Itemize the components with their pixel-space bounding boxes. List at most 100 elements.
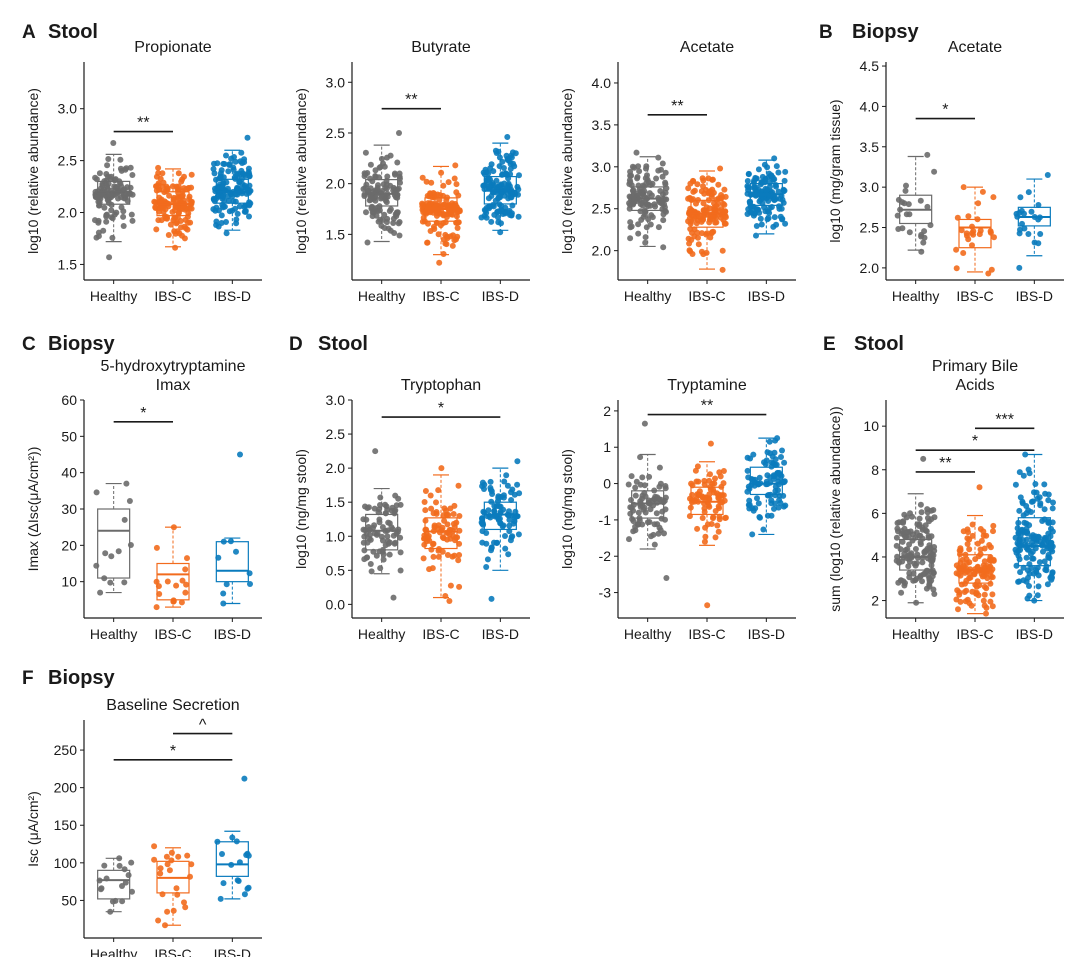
data-point bbox=[983, 610, 989, 617]
data-point bbox=[925, 534, 932, 541]
data-point bbox=[627, 179, 634, 186]
box-healthy bbox=[894, 151, 938, 255]
data-point bbox=[387, 206, 394, 213]
data-point bbox=[659, 160, 666, 167]
data-point bbox=[233, 548, 239, 555]
data-point bbox=[110, 140, 117, 146]
data-point bbox=[1016, 578, 1023, 585]
data-point bbox=[1049, 574, 1055, 581]
data-point bbox=[437, 192, 444, 199]
data-point bbox=[102, 550, 109, 557]
data-point bbox=[481, 486, 487, 492]
data-point bbox=[428, 505, 435, 512]
data-point bbox=[780, 188, 787, 195]
data-point bbox=[394, 159, 401, 166]
data-point bbox=[634, 521, 641, 528]
data-point bbox=[233, 216, 240, 223]
box-ibs-d bbox=[478, 458, 523, 602]
data-point bbox=[1036, 494, 1043, 501]
data-point bbox=[1016, 230, 1023, 237]
data-point bbox=[660, 244, 667, 251]
data-point bbox=[367, 161, 374, 168]
data-point bbox=[661, 204, 668, 211]
data-point bbox=[394, 209, 401, 216]
data-point bbox=[515, 213, 522, 220]
data-point bbox=[642, 234, 649, 241]
data-point bbox=[184, 852, 191, 859]
data-point bbox=[1015, 552, 1022, 559]
data-point bbox=[443, 197, 450, 204]
y-tick-label: 2 bbox=[871, 593, 879, 609]
data-point bbox=[779, 216, 785, 223]
data-point bbox=[185, 219, 191, 226]
chart-title: Acids bbox=[955, 377, 994, 394]
data-point bbox=[394, 194, 401, 201]
data-point bbox=[694, 525, 701, 532]
y-tick-label: 1 bbox=[603, 439, 611, 455]
y-tick-label: 2.0 bbox=[326, 176, 346, 192]
y-tick-label: 4.0 bbox=[592, 75, 612, 91]
data-point bbox=[213, 176, 219, 183]
y-tick-label: -1 bbox=[599, 512, 612, 528]
data-point bbox=[188, 199, 195, 206]
data-point bbox=[376, 164, 383, 171]
data-point bbox=[773, 461, 780, 468]
y-tick-label: 250 bbox=[54, 742, 78, 758]
data-point bbox=[112, 176, 119, 183]
data-point bbox=[375, 208, 382, 214]
significance-label: * bbox=[438, 400, 444, 417]
x-tick-label: IBS-C bbox=[422, 626, 459, 642]
data-point bbox=[179, 577, 186, 584]
data-point bbox=[701, 509, 708, 515]
data-point bbox=[485, 170, 492, 177]
data-point bbox=[93, 489, 100, 496]
data-point bbox=[981, 572, 988, 579]
data-point bbox=[914, 521, 921, 528]
data-point bbox=[379, 548, 386, 555]
data-point bbox=[228, 155, 235, 162]
data-point bbox=[687, 180, 694, 187]
data-point bbox=[717, 473, 724, 480]
data-point bbox=[1049, 505, 1056, 512]
data-point bbox=[762, 175, 769, 182]
data-point bbox=[758, 179, 765, 186]
data-point bbox=[919, 559, 926, 566]
data-point bbox=[181, 223, 188, 230]
data-point bbox=[186, 193, 193, 200]
data-point bbox=[153, 578, 160, 585]
data-point bbox=[164, 861, 171, 868]
data-point bbox=[179, 232, 185, 239]
data-point bbox=[1030, 498, 1036, 505]
data-point bbox=[153, 173, 160, 180]
data-point bbox=[775, 504, 782, 511]
y-tick-label: 0 bbox=[603, 476, 611, 492]
data-point bbox=[910, 577, 917, 584]
section-title: Biopsy bbox=[852, 21, 920, 43]
data-point bbox=[220, 174, 227, 181]
y-tick-label: 2.5 bbox=[860, 220, 880, 236]
data-point bbox=[107, 908, 114, 915]
data-point bbox=[367, 531, 373, 538]
data-point bbox=[480, 169, 487, 176]
box-ibs-c bbox=[153, 524, 190, 611]
data-point bbox=[384, 154, 390, 161]
data-point bbox=[1012, 534, 1019, 541]
data-point bbox=[990, 528, 996, 535]
data-point bbox=[627, 510, 634, 517]
data-point bbox=[182, 566, 189, 573]
data-point bbox=[103, 212, 110, 219]
data-point bbox=[969, 242, 975, 249]
data-point bbox=[1025, 189, 1032, 196]
data-point bbox=[391, 170, 398, 177]
data-point bbox=[155, 217, 162, 224]
data-point bbox=[434, 219, 440, 226]
data-point bbox=[163, 183, 170, 190]
significance-label: ** bbox=[939, 455, 951, 472]
data-point bbox=[397, 549, 404, 556]
data-point bbox=[695, 241, 702, 248]
data-point bbox=[690, 196, 696, 203]
data-point bbox=[1020, 472, 1027, 479]
data-point bbox=[443, 214, 450, 220]
data-point bbox=[239, 160, 246, 166]
data-point bbox=[453, 519, 460, 526]
